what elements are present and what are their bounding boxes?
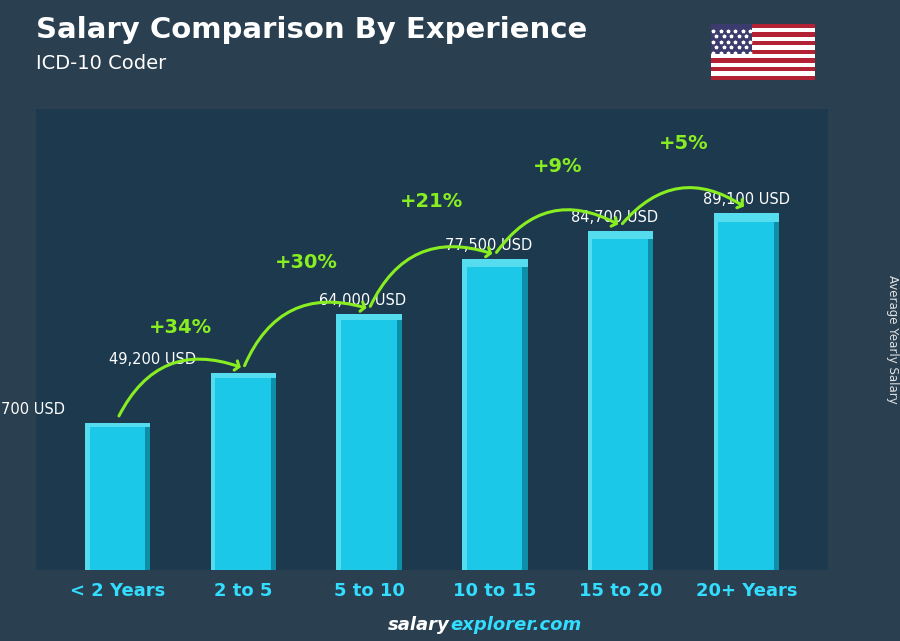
Bar	[711, 63, 814, 67]
Bar	[588, 231, 592, 570]
Text: +9%: +9%	[533, 158, 582, 176]
Bar	[463, 260, 527, 570]
Bar	[714, 213, 718, 570]
Bar	[337, 313, 341, 570]
Bar	[711, 41, 814, 46]
Bar	[588, 231, 653, 239]
Bar	[337, 313, 401, 320]
Bar	[463, 260, 467, 570]
Text: +5%: +5%	[659, 134, 708, 153]
Text: +30%: +30%	[274, 253, 338, 272]
Text: +21%: +21%	[400, 192, 464, 212]
Bar	[271, 373, 276, 570]
Text: 36,700 USD: 36,700 USD	[0, 402, 65, 417]
Text: 77,500 USD: 77,500 USD	[445, 238, 532, 253]
Text: ICD-10 Coder: ICD-10 Coder	[36, 54, 166, 74]
Bar	[211, 373, 215, 570]
Bar	[711, 24, 752, 54]
Bar	[711, 37, 814, 41]
Bar	[85, 423, 90, 570]
Bar	[711, 71, 814, 76]
Bar	[711, 46, 814, 50]
Bar	[711, 67, 814, 71]
Bar	[711, 58, 814, 63]
Text: salary: salary	[388, 616, 450, 634]
Text: 84,700 USD: 84,700 USD	[571, 210, 658, 224]
Bar	[588, 231, 653, 570]
Text: Average Yearly Salary: Average Yearly Salary	[886, 276, 899, 404]
Bar	[711, 24, 814, 28]
Bar	[774, 213, 779, 570]
Text: Salary Comparison By Experience: Salary Comparison By Experience	[36, 16, 587, 44]
Text: 64,000 USD: 64,000 USD	[320, 293, 407, 308]
Bar	[522, 260, 527, 570]
Bar	[211, 373, 276, 378]
Bar	[714, 213, 779, 222]
Text: +34%: +34%	[149, 318, 212, 337]
Bar	[711, 76, 814, 80]
Bar	[397, 313, 401, 570]
Bar	[463, 260, 527, 267]
Bar	[648, 231, 653, 570]
Bar	[337, 313, 401, 570]
Text: 89,100 USD: 89,100 USD	[703, 192, 790, 207]
Bar	[211, 373, 276, 570]
Bar	[85, 423, 150, 427]
Text: 49,200 USD: 49,200 USD	[109, 352, 195, 367]
Text: explorer.com: explorer.com	[450, 616, 581, 634]
Bar	[711, 50, 814, 54]
Bar	[145, 423, 150, 570]
Bar	[711, 28, 814, 33]
Bar	[714, 213, 779, 570]
Bar	[85, 423, 150, 570]
Bar	[711, 33, 814, 37]
Bar	[711, 54, 814, 58]
